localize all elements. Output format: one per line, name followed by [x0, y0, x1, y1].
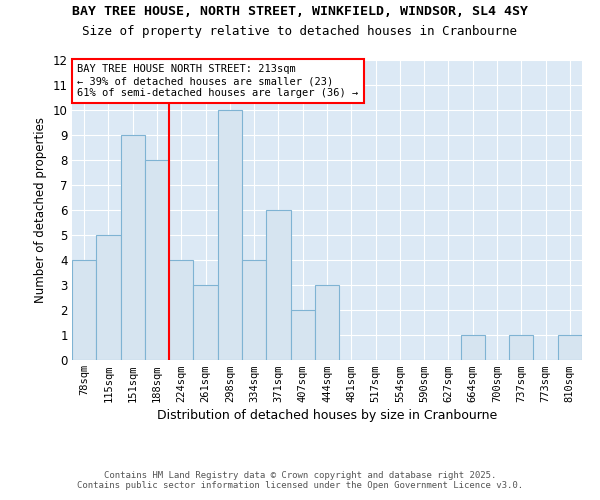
Text: BAY TREE HOUSE, NORTH STREET, WINKFIELD, WINDSOR, SL4 4SY: BAY TREE HOUSE, NORTH STREET, WINKFIELD,…: [72, 5, 528, 18]
Bar: [461, 335, 485, 360]
Bar: [218, 110, 242, 360]
Bar: [509, 335, 533, 360]
Text: Size of property relative to detached houses in Cranbourne: Size of property relative to detached ho…: [83, 25, 517, 38]
Bar: [72, 260, 96, 360]
Bar: [242, 260, 266, 360]
X-axis label: Distribution of detached houses by size in Cranbourne: Distribution of detached houses by size …: [157, 408, 497, 422]
Text: Contains HM Land Registry data © Crown copyright and database right 2025.
Contai: Contains HM Land Registry data © Crown c…: [77, 470, 523, 490]
Bar: [96, 235, 121, 360]
Bar: [558, 335, 582, 360]
Bar: [315, 285, 339, 360]
Y-axis label: Number of detached properties: Number of detached properties: [34, 117, 47, 303]
Bar: [121, 135, 145, 360]
Bar: [145, 160, 169, 360]
Bar: [169, 260, 193, 360]
Text: BAY TREE HOUSE NORTH STREET: 213sqm
← 39% of detached houses are smaller (23)
61: BAY TREE HOUSE NORTH STREET: 213sqm ← 39…: [77, 64, 358, 98]
Bar: [290, 310, 315, 360]
Bar: [193, 285, 218, 360]
Bar: [266, 210, 290, 360]
